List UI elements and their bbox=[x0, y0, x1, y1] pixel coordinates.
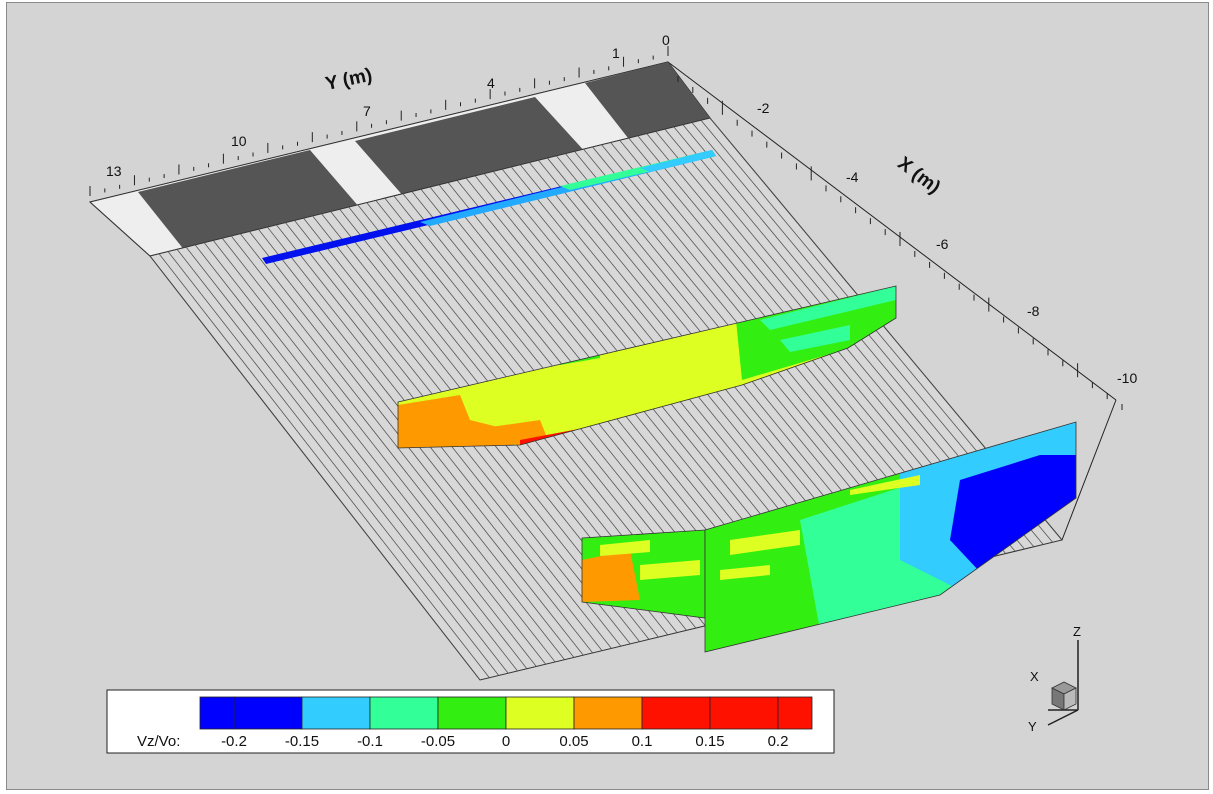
y-tick-label: 0 bbox=[662, 32, 670, 48]
legend-swatch bbox=[199, 696, 235, 730]
x-axis-title: X (m) bbox=[893, 153, 944, 198]
hatch-line bbox=[212, 240, 547, 665]
hatch-line bbox=[203, 242, 537, 667]
slice-upper-strip bbox=[262, 150, 716, 264]
legend-swatch bbox=[437, 696, 507, 730]
legend-level-label: -0.15 bbox=[285, 733, 319, 750]
legend-level-label: -0.05 bbox=[421, 733, 455, 750]
legend-swatch bbox=[709, 696, 779, 730]
legend-level-label: 0.2 bbox=[768, 733, 789, 750]
legend-swatch bbox=[369, 696, 439, 730]
legend-label: Vz/Vo: bbox=[137, 733, 180, 750]
triad-z-label: Z bbox=[1073, 624, 1081, 639]
y-tick-label: 4 bbox=[487, 75, 495, 91]
triad-y-label: Y bbox=[1028, 719, 1037, 734]
legend-swatch bbox=[233, 696, 303, 730]
triad-x-label: X bbox=[1030, 669, 1039, 684]
legend-level-label: 0.05 bbox=[559, 733, 588, 750]
x-tick-label: -8 bbox=[1027, 303, 1040, 319]
hatch-line bbox=[185, 246, 518, 672]
legend-swatch bbox=[573, 696, 643, 730]
legend-level-label: 0.15 bbox=[695, 733, 724, 750]
y-tick-label: 1 bbox=[612, 45, 620, 61]
dark-block-2 bbox=[355, 97, 588, 198]
axis-triad: Z X Y bbox=[1028, 624, 1081, 734]
y-tick-label: 7 bbox=[363, 103, 371, 119]
legend-level-label: 0 bbox=[502, 733, 510, 750]
slice-middle-outline bbox=[397, 285, 897, 449]
legend-swatch bbox=[777, 696, 813, 730]
x-tick-label: -2 bbox=[757, 100, 770, 116]
color-legend: Vz/Vo: -0.2 -0.15 -0.1 -0.05 0 0.05 0.1 0.15 0.2 bbox=[106, 689, 835, 754]
slice-lower-right-outline bbox=[704, 421, 1077, 653]
dark-block-1 bbox=[138, 150, 360, 251]
y-tick-label: 13 bbox=[106, 163, 122, 179]
hatch-line bbox=[194, 244, 528, 669]
y-tick-label: 10 bbox=[231, 133, 247, 149]
slice-lower-left bbox=[582, 530, 705, 618]
legend-level-label: -0.2 bbox=[221, 733, 247, 750]
legend-swatch bbox=[641, 696, 711, 730]
legend-swatch bbox=[301, 696, 371, 730]
y-axis-title: Y (m) bbox=[324, 65, 375, 95]
hatch-line bbox=[176, 249, 509, 674]
legend-level-label: -0.1 bbox=[357, 733, 383, 750]
hatch-line bbox=[221, 237, 556, 663]
x-tick-label: -6 bbox=[936, 236, 949, 252]
x-tick-label: -4 bbox=[846, 169, 859, 185]
hatch-line bbox=[150, 255, 481, 680]
legend-level-label: 0.1 bbox=[632, 733, 653, 750]
dark-block-3 bbox=[585, 62, 710, 138]
hatch-line bbox=[167, 251, 500, 676]
hatch-line bbox=[158, 253, 490, 678]
legend-swatch bbox=[505, 696, 575, 730]
x-tick-label: -10 bbox=[1117, 370, 1137, 386]
upper-surface bbox=[88, 61, 711, 257]
